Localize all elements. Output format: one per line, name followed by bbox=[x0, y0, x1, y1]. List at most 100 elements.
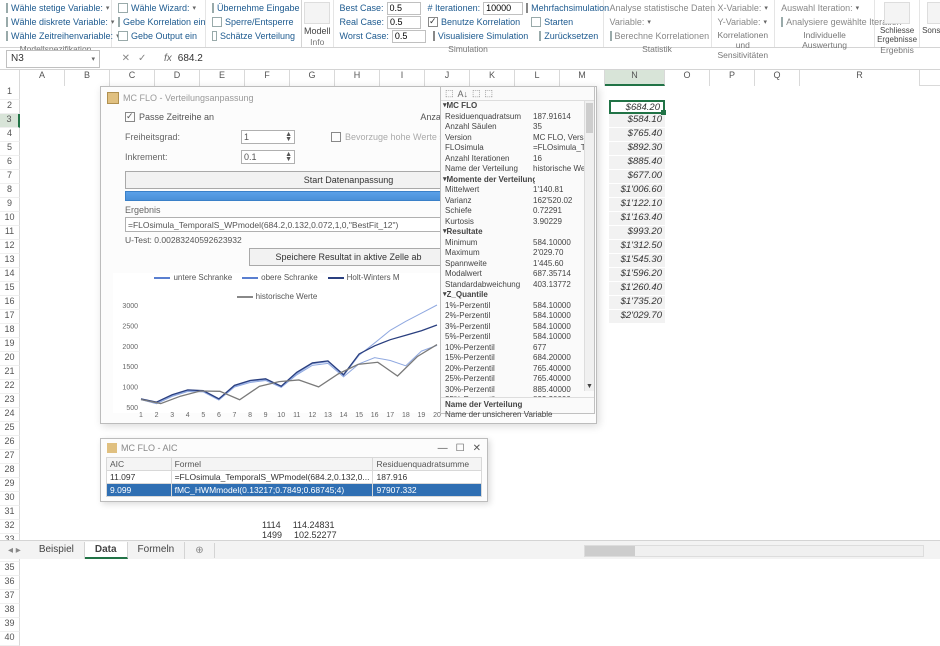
row-header[interactable]: 7 bbox=[0, 170, 20, 184]
row-header[interactable]: 26 bbox=[0, 436, 20, 450]
fx-icon[interactable]: fx bbox=[164, 53, 172, 64]
cancel-icon[interactable]: ✕ bbox=[122, 53, 130, 64]
col-header[interactable]: J bbox=[425, 70, 470, 86]
col-header[interactable]: A bbox=[20, 70, 65, 86]
cell[interactable]: $684.20 bbox=[609, 100, 665, 114]
col-header[interactable]: M bbox=[560, 70, 605, 86]
cell[interactable]: $1'735.20 bbox=[609, 296, 665, 310]
schliesse-icon[interactable] bbox=[884, 2, 910, 24]
real-case-input[interactable] bbox=[387, 16, 421, 29]
col-header[interactable]: P bbox=[710, 70, 755, 86]
close2-icon[interactable]: ✕ bbox=[473, 443, 481, 454]
col-header[interactable]: K bbox=[470, 70, 515, 86]
inkrement-input[interactable]: 0.1▲▼ bbox=[241, 150, 295, 164]
cell[interactable]: $1'122.10 bbox=[609, 198, 665, 212]
row-header[interactable]: 40 bbox=[0, 632, 20, 646]
cell[interactable]: $892.30 bbox=[609, 142, 665, 156]
row-header[interactable]: 10 bbox=[0, 212, 20, 226]
row-header[interactable]: 4 bbox=[0, 128, 20, 142]
row-header[interactable]: 16 bbox=[0, 296, 20, 310]
row-header[interactable]: 14 bbox=[0, 268, 20, 282]
tab-nav[interactable]: ◂ ▸ bbox=[0, 545, 29, 556]
best-case-input[interactable] bbox=[387, 2, 421, 15]
row-header[interactable]: 39 bbox=[0, 618, 20, 632]
col-header[interactable]: L bbox=[515, 70, 560, 86]
row-header[interactable]: 29 bbox=[0, 478, 20, 492]
cell[interactable]: $584.10 bbox=[609, 114, 665, 128]
row-header[interactable]: 28 bbox=[0, 464, 20, 478]
row-header[interactable]: 18 bbox=[0, 324, 20, 338]
row-header[interactable]: 23 bbox=[0, 394, 20, 408]
row-header[interactable]: 31 bbox=[0, 506, 20, 520]
passe-check[interactable] bbox=[125, 112, 135, 122]
ritem-sperre[interactable]: Sperre/Entsperre bbox=[212, 15, 295, 29]
benkorr-chk[interactable] bbox=[428, 17, 438, 27]
ritem-ueber[interactable]: Übernehme Eingabe bbox=[212, 1, 295, 15]
worst-case-input[interactable] bbox=[392, 30, 426, 43]
sort-za-icon[interactable]: ⬚ bbox=[472, 88, 481, 99]
row-header[interactable]: 9 bbox=[0, 198, 20, 212]
row-header[interactable]: 35 bbox=[0, 562, 20, 576]
formula-value[interactable]: 684.2 bbox=[178, 53, 203, 64]
modell-icon[interactable] bbox=[304, 2, 330, 24]
row-header[interactable]: 12 bbox=[0, 240, 20, 254]
cell[interactable]: $1'260.40 bbox=[609, 282, 665, 296]
row-header[interactable]: 36 bbox=[0, 576, 20, 590]
filter-icon[interactable]: ⬚ bbox=[485, 88, 494, 99]
cell[interactable]: $993.20 bbox=[609, 226, 665, 240]
col-header[interactable]: Q bbox=[755, 70, 800, 86]
row-header[interactable]: 27 bbox=[0, 450, 20, 464]
cell[interactable]: $677.00 bbox=[609, 170, 665, 184]
h-scroll[interactable] bbox=[584, 545, 924, 557]
cell[interactable]: $2'029.70 bbox=[609, 310, 665, 324]
enter-icon[interactable]: ✓ bbox=[138, 53, 146, 64]
col-header[interactable]: R bbox=[800, 70, 920, 86]
col-header[interactable]: H bbox=[335, 70, 380, 86]
ritem-stetige[interactable]: Wähle stetige Variable:▾ bbox=[6, 1, 105, 15]
row-header[interactable]: 24 bbox=[0, 408, 20, 422]
sonstiges-icon[interactable] bbox=[927, 2, 940, 24]
row-header[interactable]: 20 bbox=[0, 352, 20, 366]
row-header[interactable]: 37 bbox=[0, 590, 20, 604]
row-header[interactable]: 3 bbox=[0, 114, 20, 128]
cell[interactable]: $885.40 bbox=[609, 156, 665, 170]
sheet-tab[interactable]: Formeln bbox=[128, 542, 186, 559]
col-header[interactable]: O bbox=[665, 70, 710, 86]
row-header[interactable]: 5 bbox=[0, 142, 20, 156]
add-sheet[interactable]: ⊕ bbox=[185, 543, 214, 558]
cell[interactable]: $1'163.40 bbox=[609, 212, 665, 226]
row-header[interactable]: 2 bbox=[0, 100, 20, 114]
freiheit-input[interactable]: 1▲▼ bbox=[241, 130, 295, 144]
row-header[interactable]: 8 bbox=[0, 184, 20, 198]
col-header[interactable]: I bbox=[380, 70, 425, 86]
sort-az-icon[interactable]: A↓ bbox=[458, 89, 469, 99]
ritem-schatz[interactable]: Schätze Verteilung bbox=[212, 29, 295, 43]
row-header[interactable]: 6 bbox=[0, 156, 20, 170]
ritem-output[interactable]: Gebe Output ein bbox=[118, 29, 199, 43]
vis-chk[interactable] bbox=[433, 31, 435, 41]
col-header[interactable] bbox=[0, 70, 20, 86]
row-header[interactable]: 1 bbox=[0, 86, 20, 100]
cell[interactable]: $1'312.50 bbox=[609, 240, 665, 254]
row-header[interactable]: 38 bbox=[0, 604, 20, 618]
row-header[interactable]: 13 bbox=[0, 254, 20, 268]
row-header[interactable]: 30 bbox=[0, 492, 20, 506]
row-header[interactable]: 11 bbox=[0, 226, 20, 240]
row-header[interactable]: 25 bbox=[0, 422, 20, 436]
iter-input[interactable] bbox=[483, 2, 523, 15]
table-row[interactable]: 11.097=FLOsimula_TemporalS_WPmodel(684.2… bbox=[107, 471, 482, 484]
min-icon[interactable]: — bbox=[438, 443, 448, 454]
row-header[interactable]: 21 bbox=[0, 366, 20, 380]
cell[interactable]: $765.40 bbox=[609, 128, 665, 142]
sheet-tab[interactable]: Beispiel bbox=[29, 542, 85, 559]
col-header[interactable]: G bbox=[290, 70, 335, 86]
row-header[interactable]: 17 bbox=[0, 310, 20, 324]
row-header[interactable]: 19 bbox=[0, 338, 20, 352]
sort-icon[interactable]: ⬚ bbox=[445, 88, 454, 99]
save-button[interactable]: Speichere Resultat in aktive Zelle ab bbox=[249, 248, 449, 266]
col-header[interactable]: F bbox=[245, 70, 290, 86]
cell[interactable]: $1'596.20 bbox=[609, 268, 665, 282]
sheet-tab[interactable]: Data bbox=[85, 542, 128, 559]
max-icon[interactable]: ☐ bbox=[456, 443, 465, 454]
ritem-wizard[interactable]: Wähle Wizard:▾ bbox=[118, 1, 199, 15]
